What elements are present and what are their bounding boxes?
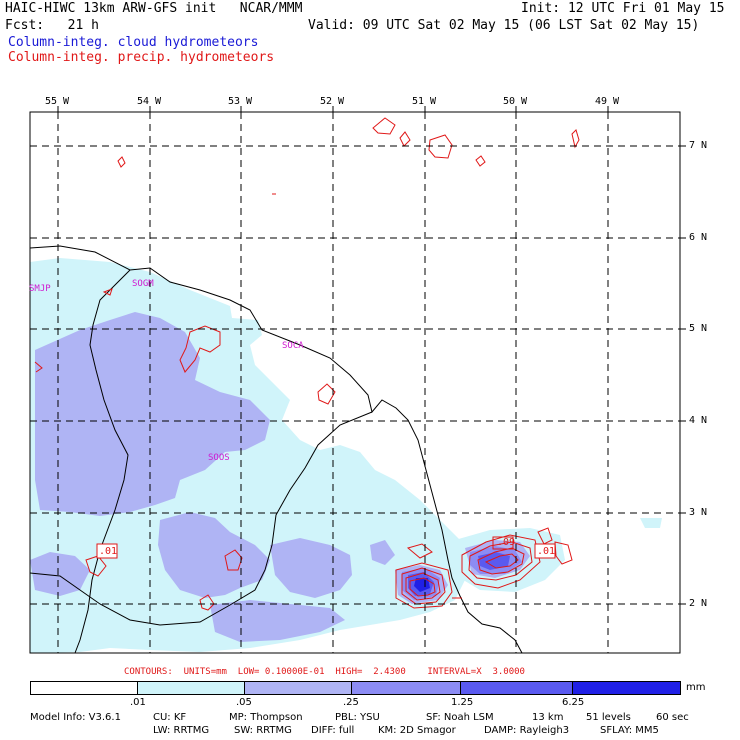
legend-bin — [351, 681, 462, 695]
contour-label: .01 — [99, 546, 118, 557]
station-label: SOOS — [208, 453, 230, 463]
init-time: Init: 12 UTC Fri 01 May 15 — [521, 1, 725, 16]
model-info-item: MP: Thompson — [229, 712, 303, 723]
field-cloud-label: Column-integ. cloud hydrometeors — [8, 35, 259, 50]
lon-label: 54 W — [137, 96, 162, 107]
lat-label: 6 N — [689, 232, 708, 243]
legend-bin — [244, 681, 353, 695]
station-label: SOCA — [282, 341, 304, 351]
lon-label: 52 W — [320, 96, 345, 107]
lon-label: 50 W — [503, 96, 528, 107]
valid-time: Valid: 09 UTC Sat 02 May 15 (06 LST Sat … — [308, 18, 700, 33]
legend-bin — [572, 681, 681, 695]
field-precip-label: Column-integ. precip. hydrometeors — [8, 50, 275, 65]
model-info-item: DIFF: full — [311, 725, 355, 736]
contour-label: .01 — [537, 546, 556, 557]
grid-lines — [30, 112, 680, 653]
lon-label: 55 W — [45, 96, 70, 107]
contour-label-box — [96, 543, 118, 559]
lat-label: 2 N — [689, 598, 708, 609]
model-info-item: KM: 2D Smagor — [378, 725, 456, 736]
legend-bin — [30, 681, 139, 695]
model-info-item: LW: RRTMG — [153, 725, 210, 736]
lat-label: 4 N — [689, 415, 708, 426]
legend-threshold: .01 — [130, 697, 146, 708]
contour-info: CONTOURS: UNITS=mm LOW= 0.10000E-01 HIGH… — [124, 667, 525, 677]
lat-label: 5 N — [689, 323, 708, 334]
legend-bin — [460, 681, 574, 695]
contour-label: .09 — [497, 537, 516, 548]
station-label: SOGM — [132, 279, 154, 289]
lat-label: 3 N — [689, 507, 708, 518]
legend-units: mm — [686, 682, 706, 693]
model-info-item: 51 levels — [586, 712, 631, 723]
model-info-item: SW: RRTMG — [234, 725, 292, 736]
legend-bin — [137, 681, 246, 695]
model-info-item: PBL: YSU — [335, 712, 380, 723]
contour-label-box — [492, 536, 514, 550]
station-label: SMJP — [29, 284, 51, 294]
model-info-item: DAMP: Rayleigh3 — [484, 725, 570, 736]
lat-label: 7 N — [689, 140, 708, 151]
legend-threshold: .25 — [343, 697, 359, 708]
model-info-item: CU: KF — [153, 712, 187, 723]
tick-marks — [57, 106, 686, 605]
lon-label: 49 W — [595, 96, 620, 107]
plot-title: HAIC-HIWC 13km ARW-GFS init NCAR/MMM — [5, 1, 303, 16]
forecast-hour: Fcst: 21 h — [5, 18, 99, 33]
model-info-item: 13 km — [532, 712, 564, 723]
model-info-item: SFLAY: MM5 — [600, 725, 659, 736]
model-info-item: Model Info: V3.6.1 — [30, 712, 121, 723]
legend-threshold: 1.25 — [451, 697, 474, 708]
model-info-item: SF: Noah LSM — [426, 712, 494, 723]
shaded-fields — [30, 117, 662, 653]
lon-label: 53 W — [228, 96, 253, 107]
contour-label-box — [534, 543, 556, 559]
model-info-item: 60 sec — [656, 712, 689, 723]
lon-label: 51 W — [412, 96, 437, 107]
legend-threshold: .05 — [236, 697, 252, 708]
map-frame — [29, 111, 681, 654]
legend-threshold: 6.25 — [562, 697, 585, 708]
